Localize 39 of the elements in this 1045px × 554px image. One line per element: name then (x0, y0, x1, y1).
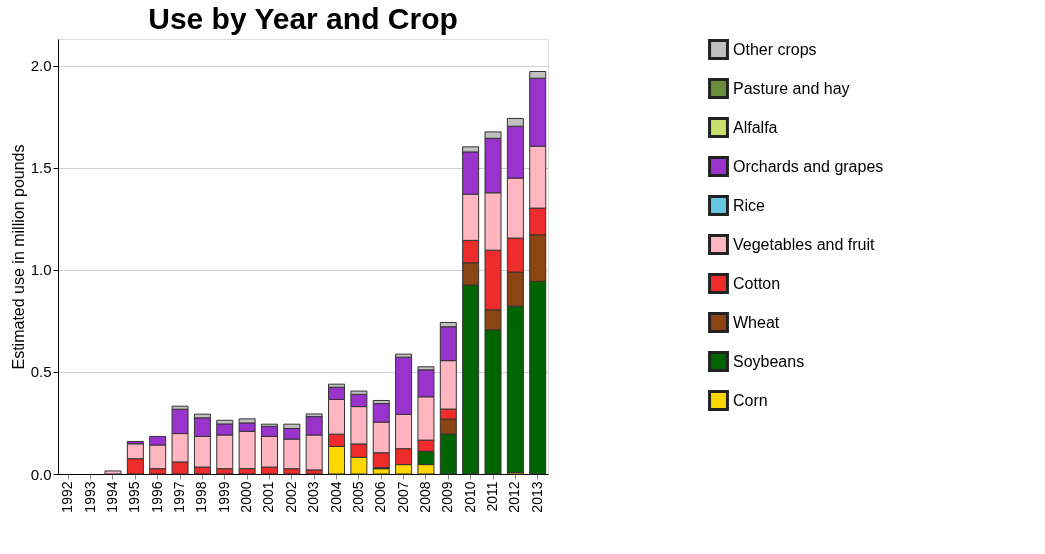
legend-label: Wheat (733, 313, 780, 331)
chart-title: Use by Year and Crop (148, 2, 458, 35)
legend-label: Rice (733, 196, 766, 214)
x-tick-label: 2000 (238, 481, 255, 513)
legend-label: Soybeans (733, 352, 805, 370)
x-tick-label: 1992 (59, 481, 76, 513)
x-tick-label: 2009 (439, 481, 456, 513)
y-tick-label: 0.0 (30, 465, 52, 483)
x-tick-label: 2005 (349, 481, 366, 513)
legend-label: Pasture and hay (733, 79, 850, 97)
x-tick-label: 2008 (416, 481, 433, 513)
x-tick-label: 2002 (282, 481, 299, 513)
x-tick-label: 1993 (81, 481, 98, 513)
x-tick-label: 1997 (171, 481, 188, 513)
x-tick-label: 2007 (394, 481, 411, 513)
y-tick-label: 2.0 (30, 57, 52, 75)
x-tick-label: 2010 (461, 481, 478, 513)
x-tick-label: 1996 (148, 481, 165, 513)
y-axis-title: Estimated use in million pounds (9, 144, 27, 370)
x-tick-label: 2012 (506, 481, 523, 513)
legend-label: Vegetables and fruit (733, 235, 875, 253)
x-tick-label: 2006 (372, 481, 389, 513)
x-tick-label: 2013 (528, 481, 545, 513)
y-tick-label: 1.5 (30, 159, 52, 177)
y-tick-label: 0.5 (30, 363, 52, 381)
y-tick-label: 1.0 (30, 261, 52, 279)
legend-label: Corn (733, 391, 768, 409)
x-tick-label: 2003 (305, 481, 322, 513)
x-tick-label: 1999 (215, 481, 232, 513)
legend-label: Cotton (733, 274, 781, 292)
legend-label: Other crops (733, 40, 817, 58)
x-tick-label: 1998 (193, 481, 210, 513)
x-tick-label: 2004 (327, 481, 344, 513)
legend-label: Alfalfa (733, 118, 778, 136)
x-tick-label: 2011 (484, 481, 501, 512)
x-tick-label: 1994 (103, 481, 120, 513)
legend-label: Orchards and grapes (733, 157, 884, 175)
x-tick-label: 2001 (260, 481, 277, 513)
x-tick-label: 1995 (126, 481, 143, 513)
